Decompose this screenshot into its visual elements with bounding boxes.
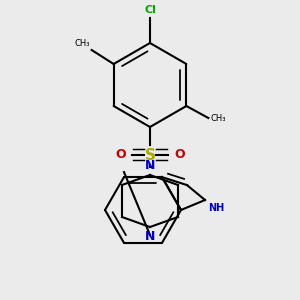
Text: NH: NH: [208, 203, 224, 213]
Text: O: O: [116, 148, 126, 161]
Text: S: S: [145, 148, 155, 163]
Text: CH₃: CH₃: [74, 39, 90, 48]
Text: N: N: [145, 159, 155, 172]
Text: CH₃: CH₃: [210, 113, 226, 122]
Text: N: N: [145, 230, 155, 243]
Text: O: O: [174, 148, 184, 161]
Text: Cl: Cl: [144, 5, 156, 15]
